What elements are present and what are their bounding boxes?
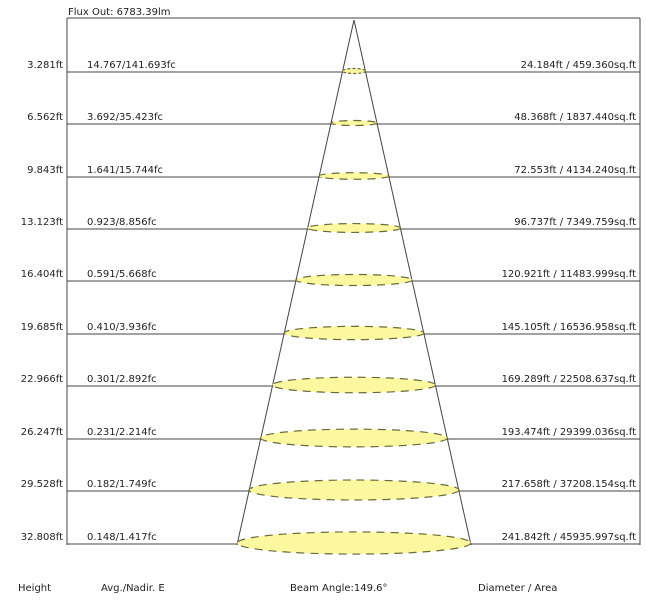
illuminance-value: 0.923/8.856fc bbox=[87, 217, 157, 228]
illuminance-value: 0.591/5.668fc bbox=[87, 269, 157, 280]
diameter-area-value: 96.737ft / 7349.759sq.ft bbox=[514, 217, 636, 228]
height-value: 22.966ft bbox=[21, 374, 63, 385]
height-value: 6.562ft bbox=[27, 112, 63, 123]
beam-cone-left-edge bbox=[236, 19, 355, 546]
illuminance-value: 0.182/1.749fc bbox=[87, 479, 157, 490]
illuminance-value: 14.767/141.693fc bbox=[87, 60, 176, 71]
beam-spot bbox=[295, 273, 413, 287]
beam-spot bbox=[248, 479, 460, 501]
height-value: 32.808ft bbox=[21, 532, 63, 543]
beam-angle-label: Beam Angle:149.6° bbox=[290, 583, 388, 594]
diameter-area-value: 217.658ft / 37208.154sq.ft bbox=[502, 479, 637, 490]
height-value: 16.404ft bbox=[21, 269, 63, 280]
diameter-area-value: 48.368ft / 1837.440sq.ft bbox=[514, 112, 636, 123]
beam-spot bbox=[318, 172, 390, 180]
beam-spot bbox=[283, 325, 425, 341]
height-value: 19.685ft bbox=[21, 322, 63, 333]
diameter-area-value: 120.921ft / 11483.999sq.ft bbox=[502, 269, 637, 280]
diameter-area-value: 145.105ft / 16536.958sq.ft bbox=[502, 322, 637, 333]
flux-out-label: Flux Out: 6783.39lm bbox=[68, 7, 171, 18]
height-value: 9.843ft bbox=[27, 165, 63, 176]
beam-spot bbox=[236, 531, 472, 555]
illuminance-value: 0.148/1.417fc bbox=[87, 532, 157, 543]
illuminance-value: 0.231/2.214fc bbox=[87, 427, 157, 438]
illuminance-value: 0.410/3.936fc bbox=[87, 322, 157, 333]
diameter-area-value: 169.289ft / 22508.637sq.ft bbox=[502, 374, 637, 385]
height-value: 13.123ft bbox=[21, 217, 63, 228]
beam-spot bbox=[306, 222, 402, 234]
beam-spot bbox=[260, 428, 448, 448]
diameter-area-value: 72.553ft / 4134.240sq.ft bbox=[514, 165, 636, 176]
diameter-area-column-label: Diameter / Area bbox=[478, 583, 557, 594]
beam-spot bbox=[330, 119, 378, 127]
illuminance-value: 1.641/15.744fc bbox=[87, 165, 163, 176]
height-value: 26.247ft bbox=[21, 427, 63, 438]
height-value: 29.528ft bbox=[21, 479, 63, 490]
height-column-label: Height bbox=[18, 583, 51, 594]
beam-cone-right-edge bbox=[353, 19, 472, 546]
beam-spot bbox=[271, 376, 437, 394]
illuminance-column-label: Avg./Nadir. E bbox=[101, 583, 165, 594]
illuminance-value: 0.301/2.892fc bbox=[87, 374, 157, 385]
diameter-area-value: 24.184ft / 459.360sq.ft bbox=[521, 60, 636, 71]
illuminance-value: 3.692/35.423fc bbox=[87, 112, 163, 123]
height-value: 3.281ft bbox=[27, 60, 63, 71]
diameter-area-value: 193.474ft / 29399.036sq.ft bbox=[502, 427, 637, 438]
beam-spot bbox=[341, 67, 367, 75]
distance-rows: 3.281ft 14.767/141.693fc 24.184ft / 459.36… bbox=[21, 60, 640, 555]
diameter-area-value: 241.842ft / 45935.997sq.ft bbox=[502, 532, 637, 543]
